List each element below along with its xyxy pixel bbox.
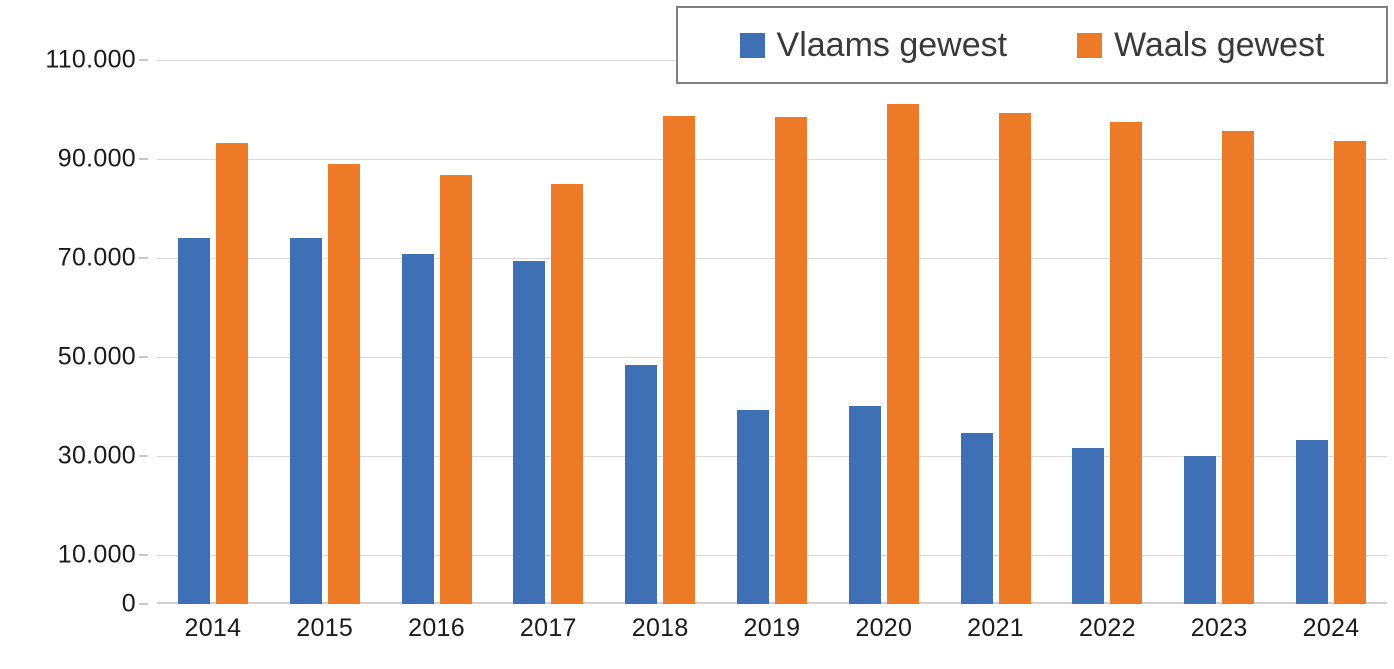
bar-vlaams-gewest-2014[interactable]	[177, 238, 210, 604]
bar-waals-gewest-2023[interactable]	[1222, 130, 1255, 604]
x-axis-tick-label-2023: 2023	[1190, 614, 1248, 642]
x-axis-tick-label-2015: 2015	[296, 614, 354, 642]
x-axis-tick-label-2014: 2014	[184, 614, 242, 642]
bar-group-2024	[1275, 60, 1387, 604]
y-axis-tick	[139, 603, 148, 605]
bar-group-2016	[381, 60, 493, 604]
bar-waals-gewest-2021[interactable]	[998, 113, 1031, 604]
bar-waals-gewest-2019[interactable]	[774, 116, 807, 604]
y-axis-tick-label: 110.000	[45, 45, 136, 74]
y-axis-tick-label: 0	[121, 589, 136, 618]
y-axis-tick-label: 50.000	[57, 342, 136, 371]
bar-vlaams-gewest-2021[interactable]	[960, 433, 993, 604]
y-axis-tick	[139, 256, 148, 259]
bar-waals-gewest-2018[interactable]	[663, 115, 696, 604]
gridline	[157, 356, 1387, 358]
legend-label: Waals gewest	[1114, 25, 1325, 64]
legend-label: Vlaams gewest	[776, 25, 1008, 64]
bar-waals-gewest-2022[interactable]	[1110, 121, 1143, 604]
bar-waals-gewest-2016[interactable]	[439, 175, 472, 604]
gridline	[157, 158, 1387, 160]
bar-vlaams-gewest-2018[interactable]	[625, 365, 658, 604]
legend-entry-vlaams-gewest[interactable]: Vlaams gewest	[739, 25, 1008, 65]
x-axis-tick-label-2017: 2017	[519, 614, 577, 642]
gridline	[157, 554, 1387, 556]
gridline	[157, 455, 1387, 457]
bar-vlaams-gewest-2017[interactable]	[513, 261, 546, 604]
y-axis-tick	[139, 553, 148, 556]
bar-vlaams-gewest-2022[interactable]	[1072, 448, 1105, 604]
bar-waals-gewest-2017[interactable]	[551, 183, 584, 604]
bar-waals-gewest-2014[interactable]	[215, 143, 248, 604]
bar-group-2015	[269, 60, 381, 604]
x-axis-tick-label-2018: 2018	[631, 614, 689, 642]
bar-waals-gewest-2020[interactable]	[886, 103, 919, 604]
y-axis-tick	[139, 355, 148, 358]
gridline	[157, 257, 1387, 259]
bar-groups	[157, 60, 1387, 604]
x-axis-line	[157, 602, 1387, 604]
x-axis-tick-label-2024: 2024	[1302, 614, 1360, 642]
bar-vlaams-gewest-2020[interactable]	[848, 406, 881, 604]
legend-entry-waals-gewest[interactable]: Waals gewest	[1077, 26, 1324, 65]
y-axis-tick	[139, 59, 148, 61]
y-axis-tick-label: 10.000	[57, 540, 136, 569]
bar-group-2019	[716, 60, 828, 604]
y-axis-tick-label: 90.000	[57, 144, 136, 173]
bar-vlaams-gewest-2023[interactable]	[1184, 456, 1217, 604]
y-axis-tick-label: 70.000	[57, 243, 136, 272]
bar-waals-gewest-2015[interactable]	[327, 163, 360, 604]
legend-swatch-icon	[1077, 32, 1103, 58]
bar-group-2023	[1163, 60, 1275, 604]
y-axis-tick	[139, 157, 148, 160]
x-axis-tick-label-2016: 2016	[408, 614, 465, 642]
y-axis-tick	[139, 454, 148, 457]
bar-group-2018	[604, 60, 716, 604]
bar-group-2017	[492, 60, 604, 604]
x-axis-tick-label-2022: 2022	[1078, 614, 1136, 642]
legend-swatch-icon	[739, 32, 765, 58]
y-axis-tick-label: 30.000	[57, 441, 136, 470]
chart-legend: Vlaams gewest Waals gewest	[676, 6, 1388, 84]
y-axis: 110.000 90.000 70.000 50.000 30.000 10.000 0	[0, 46, 148, 618]
bar-group-2014	[157, 60, 269, 604]
x-axis: 2014 2015 2016 2017 2018 2019 2020 2021 2022 2023…	[157, 614, 1387, 643]
bar-waals-gewest-2024[interactable]	[1334, 140, 1367, 604]
bar-group-2021	[940, 60, 1052, 604]
bar-group-2022	[1052, 60, 1164, 604]
bar-vlaams-gewest-2015[interactable]	[289, 238, 322, 604]
x-axis-tick-label-2020: 2020	[855, 614, 913, 642]
bar-vlaams-gewest-2024[interactable]	[1296, 439, 1329, 604]
bar-group-2020	[828, 60, 940, 604]
bar-vlaams-gewest-2019[interactable]	[736, 409, 769, 604]
x-axis-tick-label-2021: 2021	[967, 614, 1024, 642]
x-axis-tick-label-2019: 2019	[743, 614, 801, 642]
bar-vlaams-gewest-2016[interactable]	[401, 253, 434, 604]
